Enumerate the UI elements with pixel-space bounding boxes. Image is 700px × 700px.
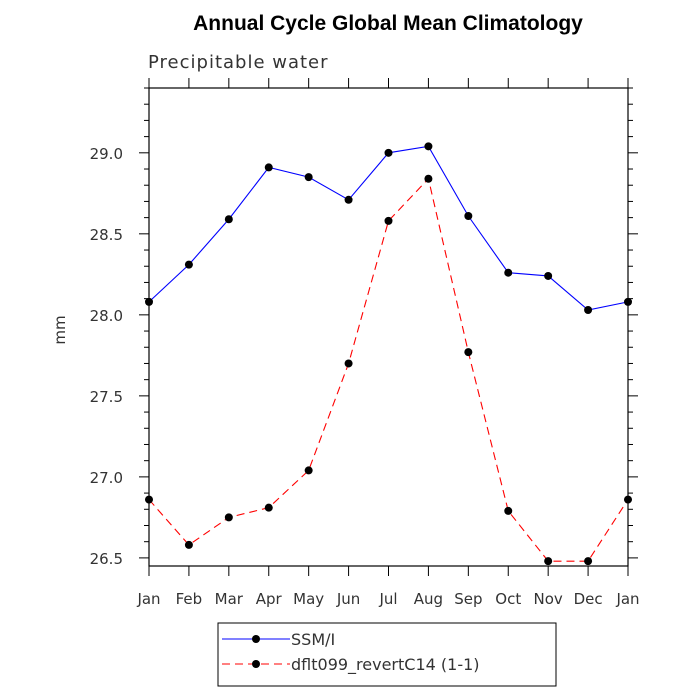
data-point — [344, 195, 353, 204]
series-1 — [145, 142, 632, 314]
series-layer — [145, 142, 632, 566]
data-point — [344, 359, 353, 368]
data-point — [464, 348, 473, 357]
data-point — [184, 260, 193, 269]
legend-swatch-marker — [252, 660, 260, 668]
x-tick-label: Jan — [136, 590, 160, 608]
x-tick-label: May — [293, 590, 324, 608]
x-tick-label: Apr — [256, 590, 283, 608]
y-tick-label: 27.0 — [90, 469, 123, 487]
series-2 — [145, 174, 632, 566]
plot-frame — [148, 87, 629, 567]
legend-label: dflt099_revertC14 (1-1) — [291, 655, 480, 675]
data-point — [624, 495, 632, 504]
y-tick-label: 29.0 — [90, 145, 123, 163]
data-point — [504, 268, 513, 277]
x-tick-label: Jan — [615, 590, 639, 608]
data-point — [224, 513, 233, 522]
axes: 26.5 27.0 27.5 28.0 28.5 29.0 Jan Feb Mar Apr May J… — [90, 78, 640, 608]
x-tick-label: Feb — [176, 590, 203, 608]
data-point — [424, 142, 433, 151]
x-tick-label: Oct — [495, 590, 521, 608]
y-tick-label: 28.0 — [90, 307, 123, 325]
data-point — [184, 540, 193, 549]
data-point — [584, 557, 593, 566]
data-point — [264, 163, 273, 172]
x-tick-label: Jul — [378, 590, 397, 608]
data-point — [304, 173, 313, 182]
data-point — [384, 148, 393, 157]
legend: SSM/I dflt099_revertC14 (1-1) — [217, 622, 557, 687]
chart-subtitle: Precipitable water — [148, 52, 329, 73]
data-point — [624, 297, 632, 306]
data-point — [304, 466, 313, 475]
data-point — [145, 297, 153, 306]
data-point — [424, 174, 433, 183]
chart-title: Annual Cycle Global Mean Climatology — [193, 12, 583, 35]
x-tick-label: Nov — [534, 590, 563, 608]
data-point — [464, 212, 473, 221]
data-point — [264, 503, 273, 512]
y-axis-label: mm — [51, 315, 69, 344]
data-point — [504, 506, 513, 515]
data-point — [584, 305, 593, 314]
legend-swatch-marker — [252, 635, 260, 643]
x-tick-label: Aug — [414, 590, 443, 608]
series-line — [148, 145, 629, 311]
series-line — [148, 177, 629, 562]
data-point — [224, 215, 233, 224]
data-point — [384, 216, 393, 225]
x-tick-label: Sep — [454, 590, 482, 608]
x-tick-label: Jun — [336, 590, 360, 608]
x-tick-label: Mar — [215, 590, 244, 608]
legend-box — [217, 622, 557, 687]
y-tick-label: 28.5 — [90, 226, 123, 244]
y-tick-label: 27.5 — [90, 388, 123, 406]
data-point — [544, 557, 553, 566]
x-tick-label: Dec — [574, 590, 603, 608]
legend-label: SSM/I — [291, 630, 335, 649]
data-point — [145, 495, 153, 504]
data-point — [544, 271, 553, 280]
y-tick-label: 26.5 — [90, 550, 123, 568]
